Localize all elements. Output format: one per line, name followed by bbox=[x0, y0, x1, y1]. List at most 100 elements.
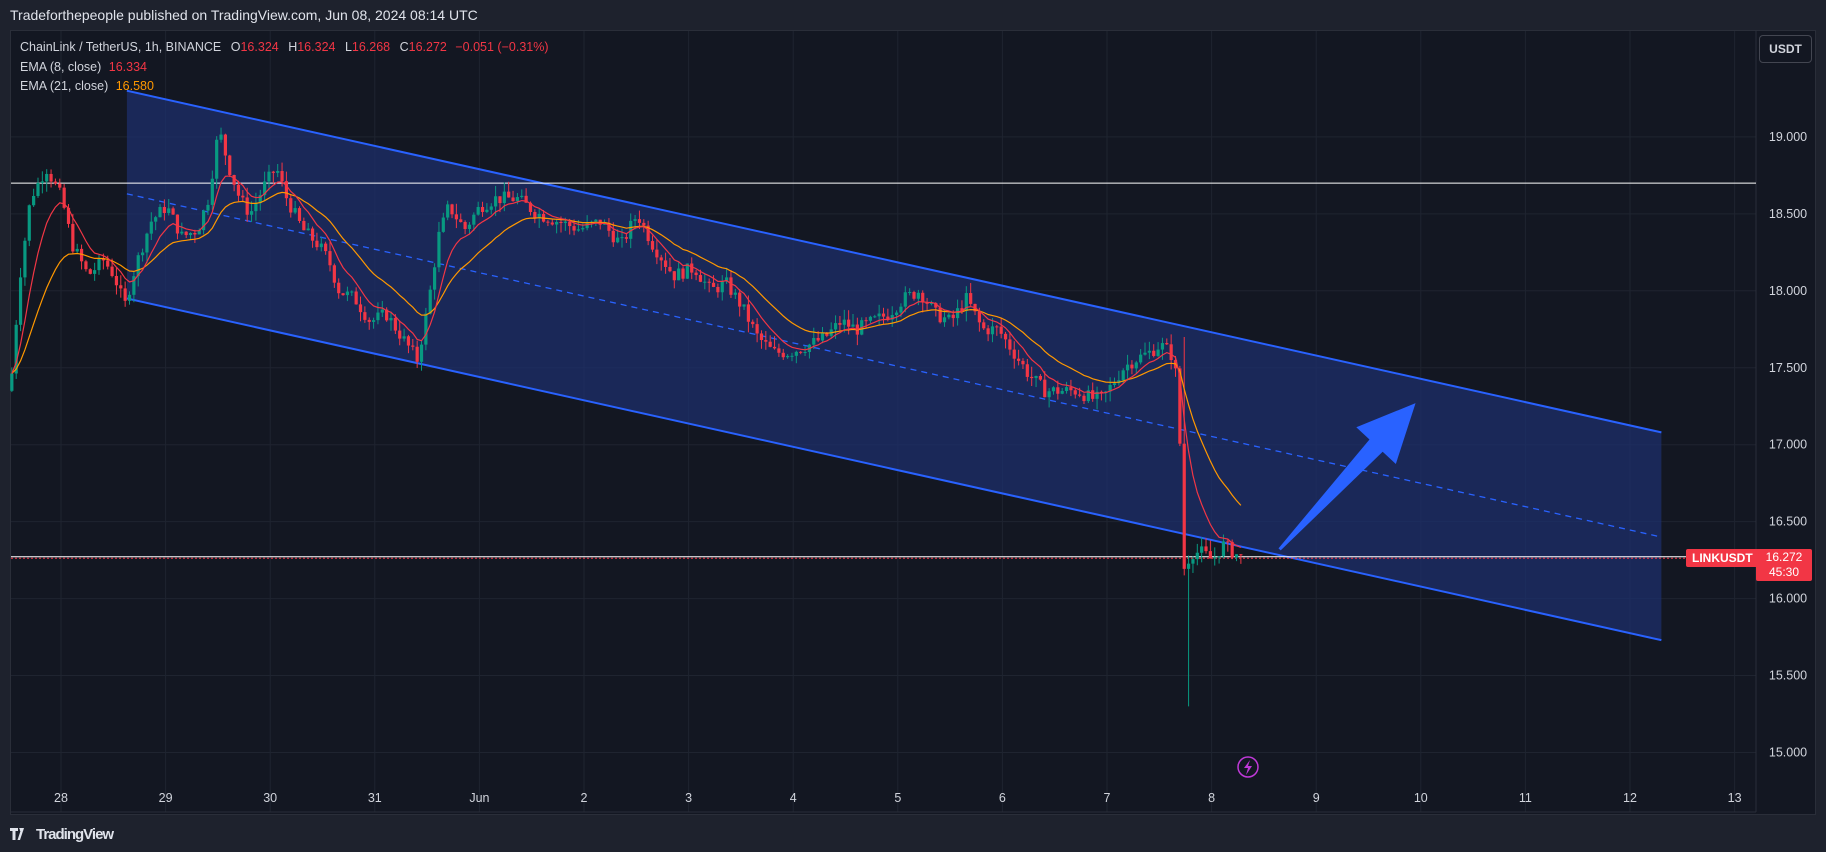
candle-body bbox=[1213, 557, 1217, 559]
candle-body bbox=[894, 312, 899, 316]
candle-body bbox=[694, 272, 698, 276]
channel-upper-line[interactable] bbox=[126, 89, 1662, 434]
lightning-icon bbox=[1244, 760, 1252, 775]
candle-body bbox=[533, 211, 537, 218]
candle-body bbox=[995, 326, 999, 328]
forecast-arrow[interactable] bbox=[1278, 403, 1416, 551]
candle-body bbox=[1186, 563, 1191, 569]
candle-body bbox=[1082, 395, 1086, 402]
candle-body bbox=[655, 249, 659, 258]
currency-button[interactable]: USDT bbox=[1759, 35, 1812, 63]
candle-body bbox=[794, 351, 798, 356]
candle-body bbox=[175, 214, 180, 234]
candle-body bbox=[315, 240, 319, 248]
candle-body bbox=[563, 221, 567, 223]
candle-body bbox=[367, 319, 371, 322]
candle-body bbox=[297, 208, 302, 221]
symbol-price-tag: LINKUSDT bbox=[1686, 549, 1759, 567]
candle-body bbox=[1165, 343, 1169, 345]
candle-body bbox=[419, 344, 424, 362]
candle-body bbox=[79, 248, 84, 262]
candle-body bbox=[450, 204, 454, 215]
candle-body bbox=[851, 324, 855, 327]
candle-body bbox=[1143, 352, 1147, 355]
candle-body bbox=[986, 328, 990, 335]
candle-body bbox=[162, 206, 166, 213]
open-value: 16.324 bbox=[240, 40, 279, 54]
candle-body bbox=[982, 322, 986, 329]
candle-body bbox=[350, 291, 354, 293]
candle-body bbox=[472, 214, 476, 225]
open-label: O bbox=[230, 40, 241, 54]
ema21-line[interactable] bbox=[11, 191, 1242, 506]
candle-body bbox=[969, 293, 973, 304]
channel-lower-line[interactable] bbox=[126, 297, 1662, 642]
ema8-line[interactable] bbox=[11, 175, 1242, 549]
candle-body bbox=[358, 304, 363, 313]
candle-body bbox=[1226, 541, 1230, 543]
candle-body bbox=[1156, 349, 1160, 356]
candle-body bbox=[258, 195, 262, 204]
candle-body bbox=[847, 319, 851, 327]
candle-body bbox=[1095, 391, 1099, 399]
candle-body bbox=[184, 231, 188, 236]
candle-body bbox=[32, 195, 36, 206]
symbol-name[interactable]: ChainLink / TetherUS, 1h, BINANCE bbox=[20, 40, 222, 54]
candle-body bbox=[886, 316, 890, 320]
candle-body bbox=[363, 312, 367, 320]
candle-body bbox=[663, 260, 668, 267]
candle-body bbox=[868, 316, 873, 321]
candle-body bbox=[106, 260, 110, 267]
candle-body bbox=[738, 292, 742, 307]
candle-body bbox=[507, 191, 511, 198]
candle-body bbox=[820, 332, 825, 341]
candle-body bbox=[537, 213, 541, 218]
ohlc-row: ChainLink / TetherUS, 1h, BINANCE O16.32… bbox=[20, 38, 549, 58]
candle-body bbox=[1221, 541, 1226, 557]
candle-body bbox=[71, 223, 75, 252]
candle-body bbox=[999, 326, 1003, 334]
candle-body bbox=[249, 211, 254, 215]
time-tick-label: 11 bbox=[1519, 791, 1532, 805]
candle-body bbox=[114, 275, 119, 286]
price-tick-label: 17.500 bbox=[1769, 361, 1807, 375]
candle-body bbox=[1008, 339, 1012, 350]
candle-body bbox=[97, 258, 101, 271]
candle-body bbox=[289, 198, 293, 213]
candle-body bbox=[838, 323, 842, 325]
candle-body bbox=[23, 240, 27, 278]
candle-body bbox=[899, 306, 903, 313]
candle-body bbox=[1099, 391, 1104, 393]
candle-body bbox=[916, 292, 920, 299]
ema21-row[interactable]: EMA (21, close) 16.580 bbox=[20, 77, 549, 97]
candle-body bbox=[947, 314, 951, 318]
candle-body bbox=[977, 311, 981, 323]
candle-body bbox=[428, 289, 432, 314]
price-tick-label: 15.500 bbox=[1769, 669, 1807, 683]
candle-body bbox=[1012, 349, 1016, 359]
event-icon[interactable] bbox=[1237, 756, 1259, 778]
candle-body bbox=[454, 214, 458, 220]
candle-body bbox=[1064, 387, 1069, 392]
candle-body bbox=[511, 197, 515, 202]
candle-body bbox=[777, 348, 781, 353]
last-price-tag: 16.272 45:30 bbox=[1756, 549, 1812, 581]
time-tick-label: 29 bbox=[159, 791, 173, 805]
ema21-value: 16.580 bbox=[115, 79, 154, 93]
ema8-row[interactable]: EMA (8, close) 16.334 bbox=[20, 58, 549, 78]
footer[interactable]: TradingView bbox=[10, 824, 114, 844]
candle-body bbox=[572, 226, 576, 231]
candle-body bbox=[62, 187, 66, 208]
channel-mid-line[interactable] bbox=[126, 193, 1662, 538]
price-tick-label: 16.000 bbox=[1769, 592, 1807, 606]
candle-body bbox=[520, 195, 524, 198]
candle-body bbox=[354, 291, 358, 305]
candle-body bbox=[1043, 379, 1047, 398]
candle-body bbox=[188, 232, 193, 236]
close-label: C bbox=[399, 40, 409, 54]
candle-body bbox=[1208, 551, 1212, 559]
candle-body bbox=[1134, 362, 1138, 369]
candle-body bbox=[698, 275, 703, 282]
candle-body bbox=[136, 255, 140, 277]
